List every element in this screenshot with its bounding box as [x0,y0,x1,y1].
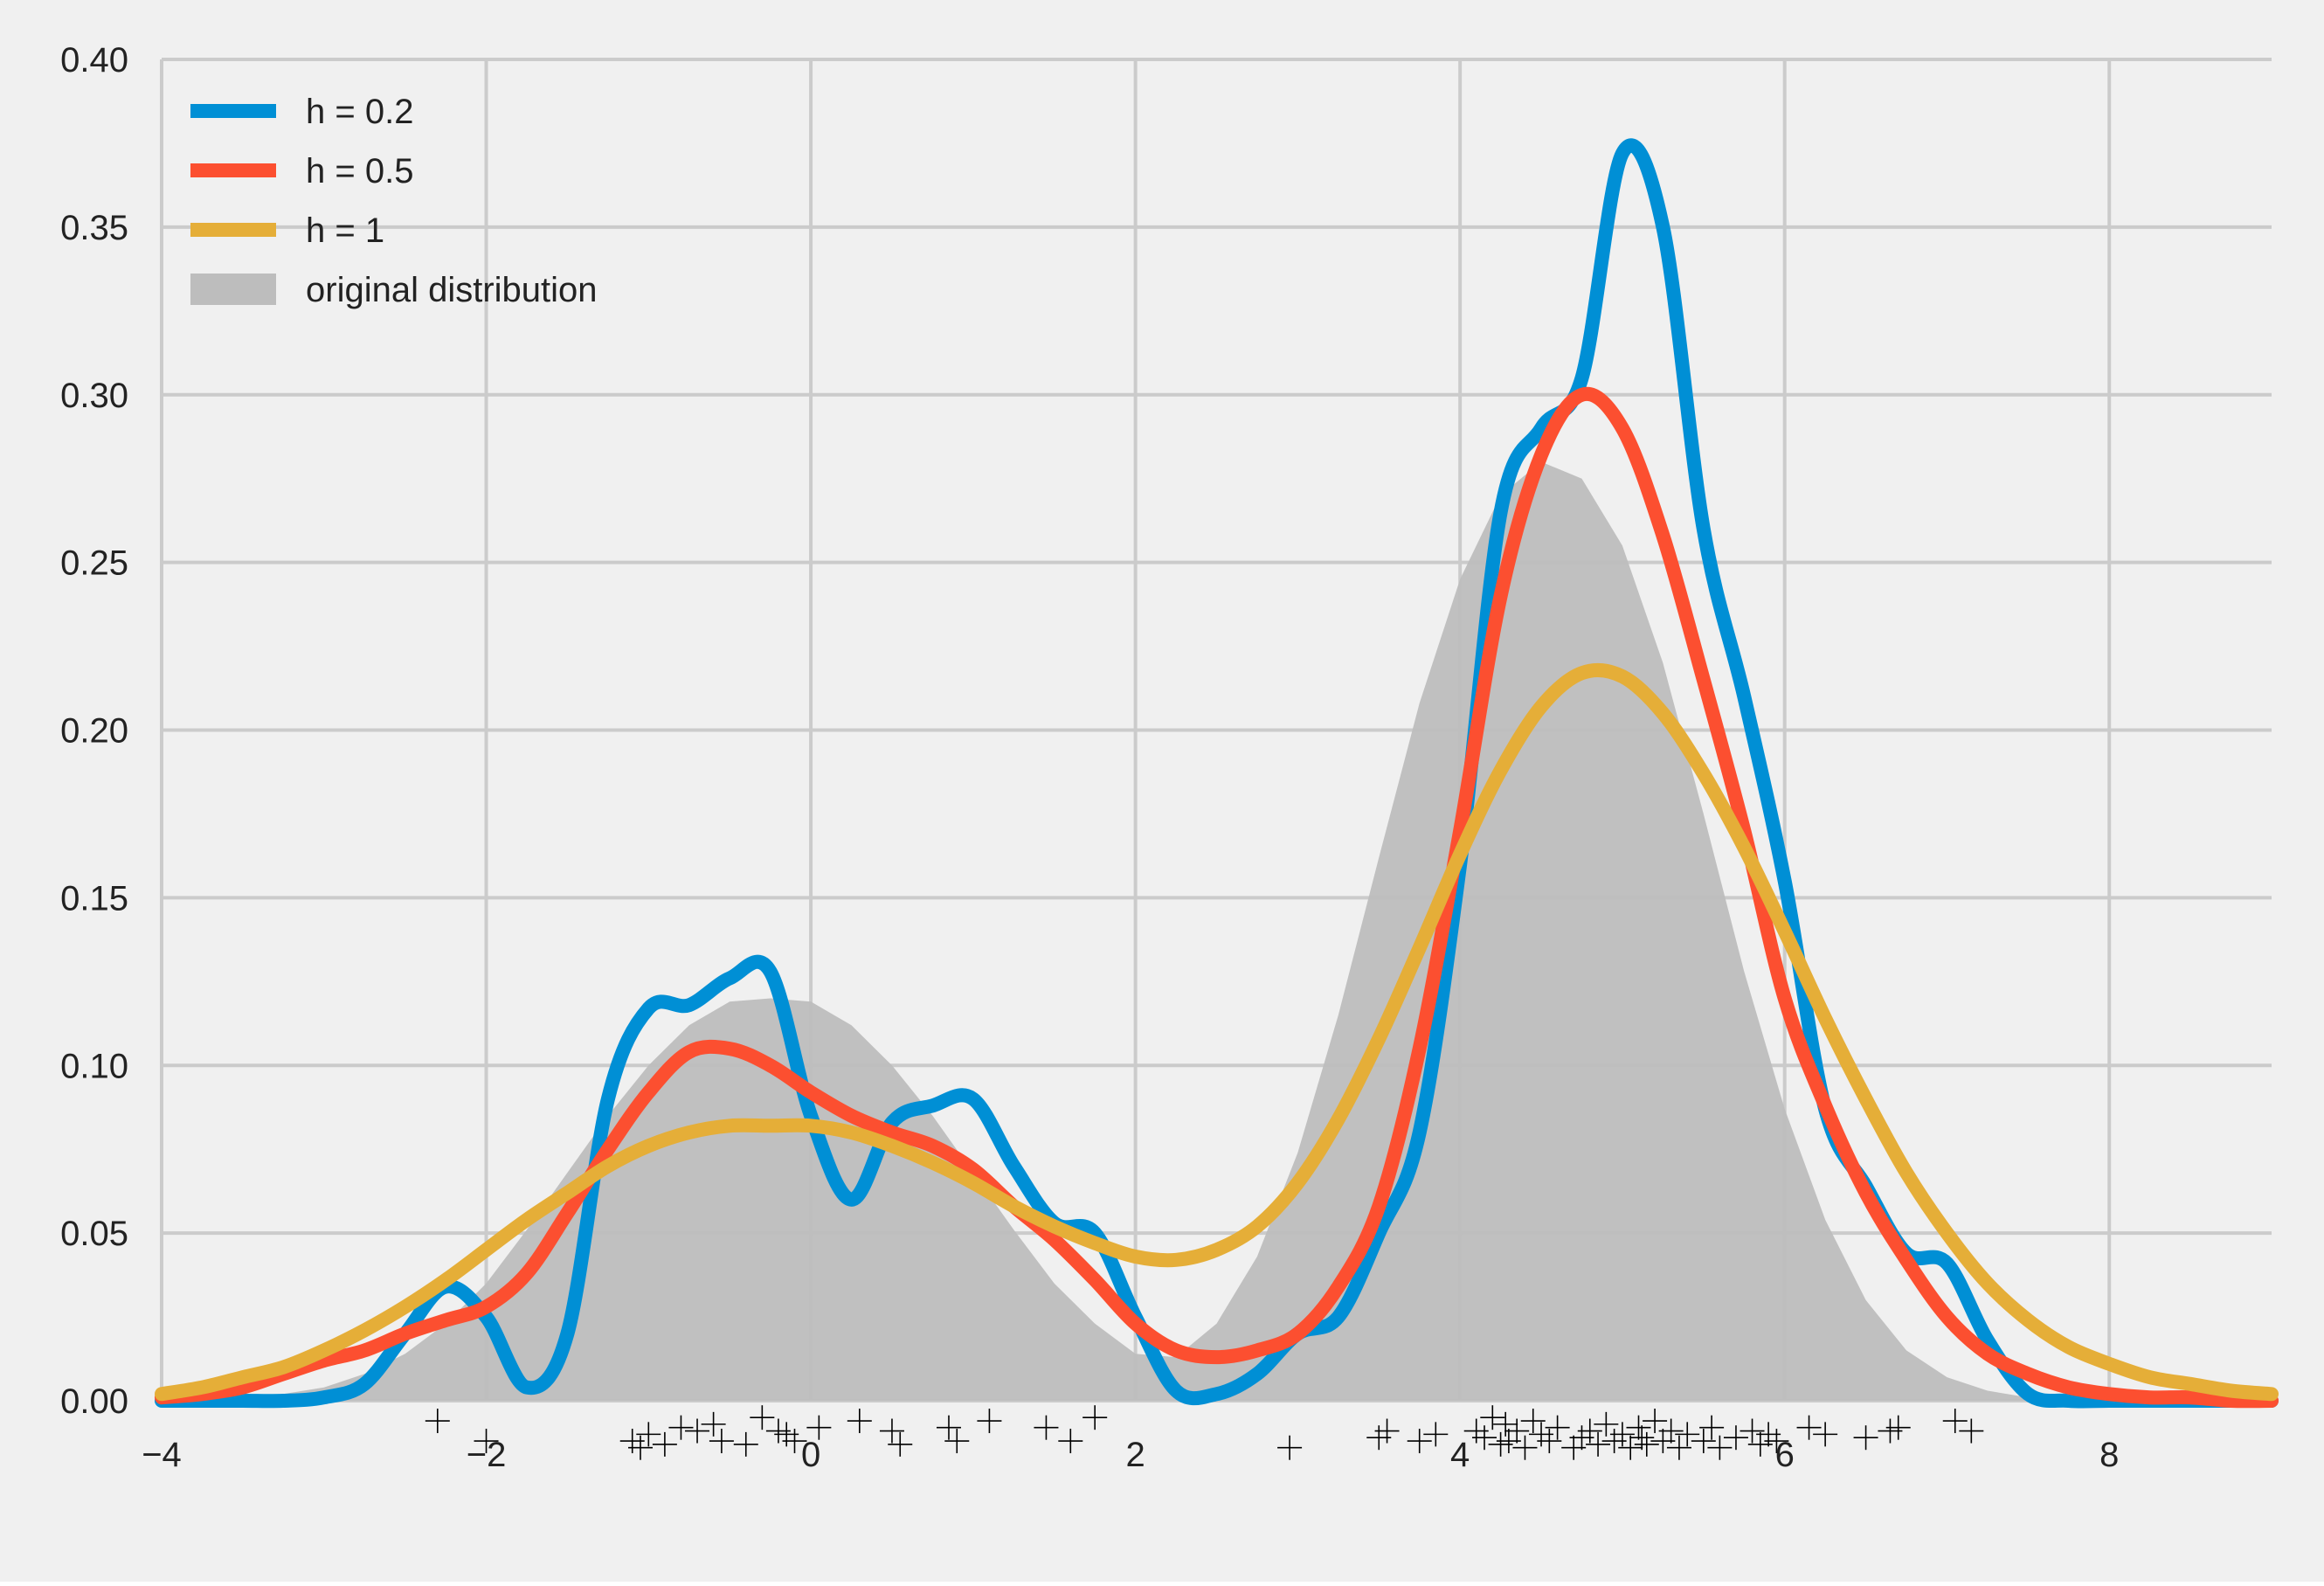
y-tick-label: 0.35 [60,209,128,247]
rug-marker [1699,1415,1725,1440]
rug-marker [1675,1422,1700,1447]
rug-marker [636,1422,661,1447]
rug-marker [628,1435,654,1460]
y-tick-label: 0.40 [60,41,128,80]
legend-label: h = 0.2 [306,93,413,131]
y-tick-label: 0.15 [60,879,128,918]
rug-marker [1520,1409,1546,1434]
x-tick-label: 0 [801,1436,820,1474]
rug-marker [1626,1415,1651,1440]
rug-marker [1512,1435,1538,1460]
series-line-2 [155,386,2279,1409]
area-layer [162,461,2272,1401]
legend-item: original distribution [190,271,598,309]
rug-marker [1618,1435,1643,1460]
legend-label: original distribution [306,271,598,309]
rug-marker [977,1409,1002,1434]
legend-item: h = 0.5 [190,152,413,190]
rug-marker [1942,1409,1968,1434]
y-tick-label: 0.10 [60,1047,128,1085]
rug-marker [1634,1431,1659,1457]
rug-marker [750,1405,775,1430]
rug-marker [1740,1418,1765,1444]
legend-item: h = 1 [190,211,384,250]
rug-marker [425,1409,450,1434]
rug-marker [1609,1422,1635,1447]
legend-item: h = 0.2 [190,93,413,131]
rug-marker [1374,1418,1400,1444]
line-layer [155,138,2279,1409]
y-tick-label: 0.20 [60,712,128,751]
rug-marker [1959,1418,1984,1444]
rug-marker [1666,1435,1691,1460]
rug-marker [668,1415,694,1440]
legend-label: h = 1 [306,211,384,250]
rug-marker [1723,1425,1748,1451]
rug-marker [1577,1418,1602,1444]
rug-marker [474,1429,499,1454]
rug-marker [944,1429,970,1454]
legend-swatch [190,274,276,305]
x-tick-label: 8 [2099,1436,2119,1474]
x-tick-label: 2 [1125,1436,1145,1474]
rug-marker [1586,1431,1611,1457]
rug-marker [1407,1429,1432,1454]
y-tick-label: 0.00 [60,1382,128,1421]
x-tick-label: −4 [142,1436,182,1474]
rug-marker [1472,1425,1497,1451]
rug-marker [936,1415,961,1440]
x-axis-ticks: −4 −2 0 2 4 6 8 [142,1436,2119,1474]
rug-marker [1885,1415,1911,1440]
rug-marker [1691,1429,1716,1454]
rug-marker [1504,1418,1530,1444]
rug-marker [1594,1411,1619,1437]
rug-marker [1480,1405,1505,1430]
rug-marker [1707,1435,1733,1460]
legend: h = 0.2 h = 0.5 h = 1 original distribution [190,93,598,309]
rug-marker [1853,1425,1878,1451]
rug-marker [888,1431,913,1457]
y-tick-label: 0.05 [60,1215,128,1253]
rug-marker [652,1431,677,1457]
rug-marker [1629,1425,1655,1451]
rug-marker [1658,1418,1684,1444]
rug-marker [701,1411,726,1437]
rug-marker [1493,1411,1518,1437]
rug-marker [782,1429,807,1454]
legend-label: h = 0.5 [306,152,413,190]
x-tick-label: −2 [467,1436,507,1474]
rug-marker [847,1409,872,1434]
rug-marker [1643,1409,1668,1434]
y-tick-label: 0.30 [60,377,128,415]
rug-marker [1082,1405,1108,1430]
rug-marker [1537,1429,1562,1454]
rug-marker [685,1418,710,1444]
y-axis-ticks: 0.00 0.05 0.10 0.15 0.20 0.25 0.30 0.35 0.40 [60,41,128,1421]
rug-marker [709,1429,734,1454]
rug-marker [806,1415,832,1440]
rug-marker [1058,1429,1083,1454]
rug-marker [879,1418,904,1444]
rug-marker [1277,1435,1303,1460]
series-area-original-distribution [162,461,2272,1401]
rug-marker [733,1431,758,1457]
rug-marker [1796,1415,1822,1440]
rug-marker [1034,1415,1059,1440]
rug-marker [1813,1422,1838,1447]
series-line-3 [155,662,2279,1402]
rug-layer [425,1405,1984,1460]
y-tick-label: 0.25 [60,544,128,583]
rug-marker [1545,1415,1570,1440]
x-tick-label: 4 [1450,1436,1470,1474]
x-tick-label: 6 [1775,1436,1795,1474]
rug-marker [1764,1429,1789,1454]
rug-marker [1423,1422,1449,1447]
